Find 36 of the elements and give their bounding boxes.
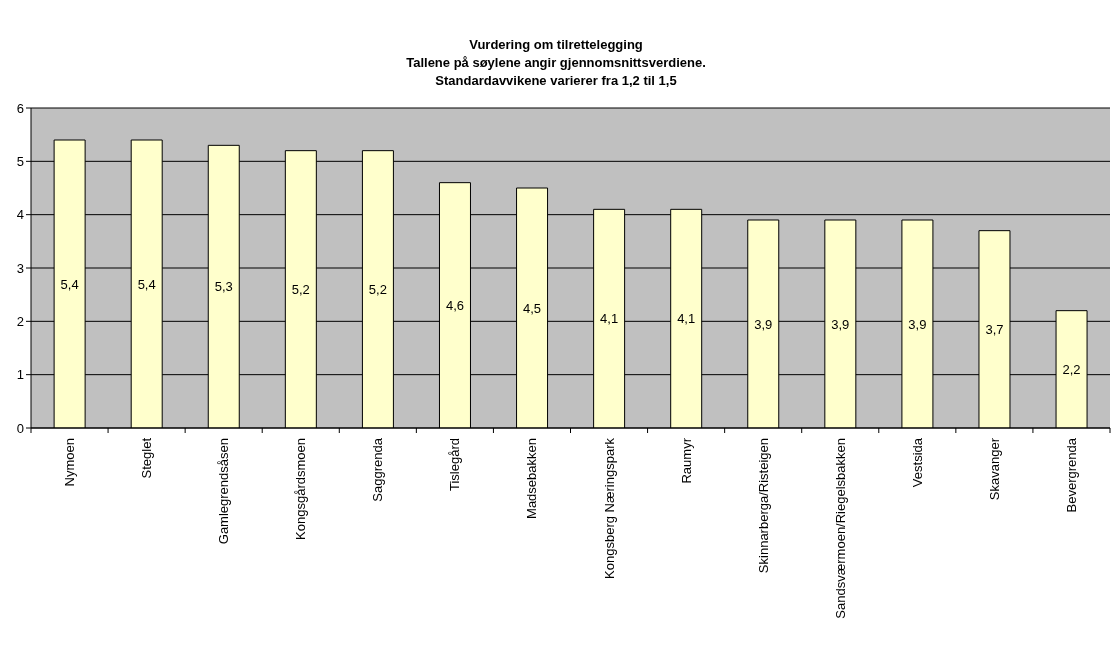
x-tick-label: Skavanger: [986, 437, 1002, 501]
x-tick-label: Bevergrenda: [1063, 437, 1079, 513]
x-tick-label: Sandsværmoen/Riegelsbakken: [832, 438, 848, 619]
x-tick-label: Kongsgårdsmoen: [293, 438, 309, 540]
data-label: 5,3: [214, 279, 233, 295]
data-label: 5,4: [137, 276, 156, 292]
data-label: 4,6: [445, 297, 465, 313]
chart-title: Vurdering om tilrettelegging Tallene på søylene angir gjennomsnittsverdiene. Standardavvikene varierer fra 1,2 til 1,5: [405, 36, 707, 90]
data-label: 4,5: [523, 300, 542, 316]
data-label: 3,7: [985, 321, 1004, 337]
y-tick-label: 5: [16, 153, 24, 169]
x-tick-label: Nymoen: [62, 438, 78, 487]
y-tick-label: 6: [16, 100, 24, 116]
data-label: 3,9: [908, 316, 927, 332]
x-tick-label: Kongsberg Næringspark: [601, 437, 617, 579]
data-label: 5,2: [291, 281, 310, 297]
x-tick-label: Skinnarberga/Risteigen: [755, 438, 771, 574]
y-tick-label: 0: [16, 420, 24, 436]
y-tick-label: 3: [16, 260, 24, 276]
x-tick-label: Vestsida: [909, 437, 925, 488]
data-label: 2,2: [1062, 361, 1081, 377]
data-label: 4,1: [677, 311, 696, 327]
x-tick-label: Tislegård: [447, 438, 463, 491]
x-tick-label: Saggrenda: [370, 437, 386, 502]
data-label: 3,9: [754, 316, 773, 332]
y-tick-label: 4: [16, 207, 24, 223]
data-label: 3,9: [831, 316, 850, 332]
x-tick-label: Madsebakken: [524, 438, 540, 519]
x-tick-label: Raumyr: [678, 437, 694, 484]
data-label: 4,1: [600, 311, 619, 327]
data-label: 5,2: [368, 281, 387, 297]
x-tick-label: Steglet: [139, 437, 155, 479]
y-tick-label: 2: [16, 313, 24, 329]
data-label: 5,4: [60, 276, 79, 292]
x-tick-label: Gamlegrendsåsen: [216, 438, 232, 545]
y-tick-label: 1: [16, 367, 24, 383]
